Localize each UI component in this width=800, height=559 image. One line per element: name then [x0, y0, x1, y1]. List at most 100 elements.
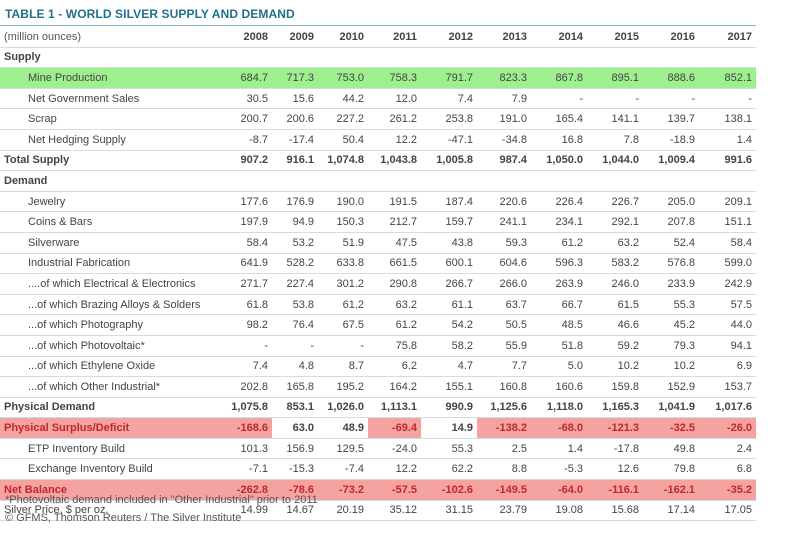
value-cell: 200.6 — [272, 108, 318, 130]
value-cell: 1,125.6 — [477, 397, 531, 419]
value-cell: -138.2 — [477, 417, 531, 439]
value-cell: 242.9 — [699, 273, 756, 295]
row-label: Mine Production — [0, 67, 226, 89]
value-cell: 209.1 — [699, 191, 756, 213]
row-label: ...of which Photography — [0, 314, 226, 336]
value-cell: -116.1 — [587, 479, 643, 501]
value-cell: 991.6 — [699, 150, 756, 172]
value-cell: 31.15 — [421, 500, 477, 522]
value-cell: 823.3 — [477, 67, 531, 89]
row-label: ...of which Other Industrial* — [0, 376, 226, 398]
row-label: Industrial Fabrication — [0, 253, 226, 275]
value-cell: 916.1 — [272, 150, 318, 172]
table-body: (million ounces) 2008 2009 2010 2011 201… — [0, 27, 756, 522]
value-cell: 14.9 — [421, 417, 477, 439]
value-cell: 165.4 — [531, 108, 587, 130]
value-cell — [587, 47, 643, 69]
value-cell — [587, 170, 643, 192]
table-row: ...of which Other Industrial* 202.8 165.8 1… — [0, 376, 756, 398]
value-cell: 246.0 — [587, 273, 643, 295]
row-label: Net Government Sales — [0, 88, 226, 110]
value-cell: 61.2 — [531, 232, 587, 254]
value-cell: 596.3 — [531, 253, 587, 275]
value-cell — [272, 170, 318, 192]
value-cell: 241.1 — [477, 211, 531, 233]
value-cell: -17.8 — [587, 438, 643, 460]
value-cell — [226, 47, 272, 69]
value-cell: 1,118.0 — [531, 397, 587, 419]
value-cell: 8.7 — [318, 356, 368, 378]
value-cell: 47.5 — [368, 232, 421, 254]
value-cell: 55.3 — [421, 438, 477, 460]
value-cell: 44.0 — [699, 314, 756, 336]
table-row: ...of which Photography 98.2 76.4 67.5 61.2 5… — [0, 314, 756, 336]
year-header: 2013 — [477, 27, 531, 48]
value-cell: 138.1 — [699, 108, 756, 130]
value-cell: 867.8 — [531, 67, 587, 89]
value-cell: -8.7 — [226, 129, 272, 151]
value-cell: -149.5 — [477, 479, 531, 501]
value-cell — [226, 170, 272, 192]
value-cell: 50.4 — [318, 129, 368, 151]
value-cell: -34.8 — [477, 129, 531, 151]
value-cell: -78.6 — [272, 479, 318, 501]
value-cell: 129.5 — [318, 438, 368, 460]
value-cell: 7.4 — [421, 88, 477, 110]
value-cell: -35.2 — [699, 479, 756, 501]
value-cell: 1,026.0 — [318, 397, 368, 419]
table-row: Jewelry 177.6 176.9 190.0 191.5 187.4 220.6 226… — [0, 191, 756, 213]
year-header: 2010 — [318, 27, 368, 48]
value-cell: 888.6 — [643, 67, 699, 89]
value-cell: 14.99 — [226, 500, 272, 522]
value-cell: 604.6 — [477, 253, 531, 275]
value-cell: 63.7 — [477, 294, 531, 316]
value-cell: 261.2 — [368, 108, 421, 130]
value-cell: 7.9 — [477, 88, 531, 110]
value-cell: -24.0 — [368, 438, 421, 460]
value-cell: 98.2 — [226, 314, 272, 336]
value-cell: 12.0 — [368, 88, 421, 110]
value-cell: 53.8 — [272, 294, 318, 316]
value-cell: 94.9 — [272, 211, 318, 233]
title-divider — [0, 25, 756, 26]
value-cell: 14.67 — [272, 500, 318, 522]
value-cell: 10.2 — [643, 356, 699, 378]
value-cell — [368, 47, 421, 69]
table-row: ETP Inventory Build 101.3 156.9 129.5 -24.0 5… — [0, 438, 756, 460]
value-cell: 853.1 — [272, 397, 318, 419]
table-row: Mine Production 684.7 717.3 753.0 758.3 791.7… — [0, 67, 756, 89]
value-cell: -73.2 — [318, 479, 368, 501]
value-cell: -69.4 — [368, 417, 421, 439]
value-cell: 61.5 — [587, 294, 643, 316]
value-cell: 79.3 — [643, 335, 699, 357]
value-cell: 600.1 — [421, 253, 477, 275]
value-cell: 55.9 — [477, 335, 531, 357]
value-cell: -7.4 — [318, 458, 368, 481]
value-cell: -26.0 — [699, 417, 756, 439]
value-cell — [643, 47, 699, 69]
value-cell: 165.8 — [272, 376, 318, 398]
value-cell: 59.3 — [477, 232, 531, 254]
value-cell: - — [226, 335, 272, 357]
value-cell: - — [531, 88, 587, 110]
value-cell: 151.1 — [699, 211, 756, 233]
value-cell: 4.8 — [272, 356, 318, 378]
value-cell: 292.1 — [587, 211, 643, 233]
value-cell: 150.3 — [318, 211, 368, 233]
value-cell: 1,113.1 — [368, 397, 421, 419]
value-cell: 8.8 — [477, 458, 531, 481]
table-row: Physical Surplus/Deficit -168.6 63.0 48.9 -6… — [0, 417, 756, 439]
value-cell: 791.7 — [421, 67, 477, 89]
value-cell: 271.7 — [226, 273, 272, 295]
value-cell: 6.9 — [699, 356, 756, 378]
row-label: ....of which Electrical & Electronics — [0, 273, 226, 295]
value-cell: -262.8 — [226, 479, 272, 501]
value-cell: -57.5 — [368, 479, 421, 501]
value-cell: 1,041.9 — [643, 397, 699, 419]
row-label: Coins & Bars — [0, 211, 226, 233]
value-cell: 76.4 — [272, 314, 318, 336]
year-header: 2011 — [368, 27, 421, 48]
header-row: (million ounces) 2008 2009 2010 2011 201… — [0, 27, 756, 48]
value-cell: 155.1 — [421, 376, 477, 398]
